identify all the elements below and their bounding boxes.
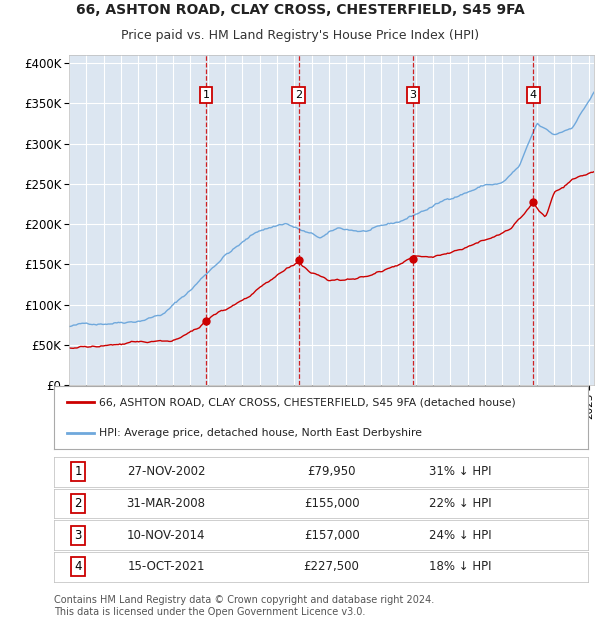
Text: HPI: Average price, detached house, North East Derbyshire: HPI: Average price, detached house, Nort… bbox=[100, 428, 422, 438]
Text: 31% ↓ HPI: 31% ↓ HPI bbox=[428, 465, 491, 478]
Text: 1: 1 bbox=[74, 465, 82, 478]
Text: 31-MAR-2008: 31-MAR-2008 bbox=[127, 497, 206, 510]
Text: £155,000: £155,000 bbox=[304, 497, 359, 510]
Text: £227,500: £227,500 bbox=[304, 560, 359, 574]
Text: 2: 2 bbox=[74, 497, 82, 510]
Text: £79,950: £79,950 bbox=[307, 465, 356, 478]
Text: Price paid vs. HM Land Registry's House Price Index (HPI): Price paid vs. HM Land Registry's House … bbox=[121, 30, 479, 43]
Text: 2: 2 bbox=[295, 91, 302, 100]
Text: 15-OCT-2021: 15-OCT-2021 bbox=[127, 560, 205, 574]
Text: 66, ASHTON ROAD, CLAY CROSS, CHESTERFIELD, S45 9FA: 66, ASHTON ROAD, CLAY CROSS, CHESTERFIEL… bbox=[76, 3, 524, 17]
Text: 10-NOV-2014: 10-NOV-2014 bbox=[127, 529, 205, 542]
Text: 4: 4 bbox=[74, 560, 82, 574]
Text: 3: 3 bbox=[74, 529, 82, 542]
Text: 4: 4 bbox=[530, 91, 537, 100]
Text: 18% ↓ HPI: 18% ↓ HPI bbox=[428, 560, 491, 574]
Text: 27-NOV-2002: 27-NOV-2002 bbox=[127, 465, 205, 478]
Text: 3: 3 bbox=[409, 91, 416, 100]
Text: 66, ASHTON ROAD, CLAY CROSS, CHESTERFIELD, S45 9FA (detached house): 66, ASHTON ROAD, CLAY CROSS, CHESTERFIEL… bbox=[100, 397, 516, 407]
Text: 24% ↓ HPI: 24% ↓ HPI bbox=[428, 529, 491, 542]
Text: 1: 1 bbox=[202, 91, 209, 100]
Text: 22% ↓ HPI: 22% ↓ HPI bbox=[428, 497, 491, 510]
Text: Contains HM Land Registry data © Crown copyright and database right 2024.
This d: Contains HM Land Registry data © Crown c… bbox=[54, 595, 434, 617]
Text: £157,000: £157,000 bbox=[304, 529, 359, 542]
